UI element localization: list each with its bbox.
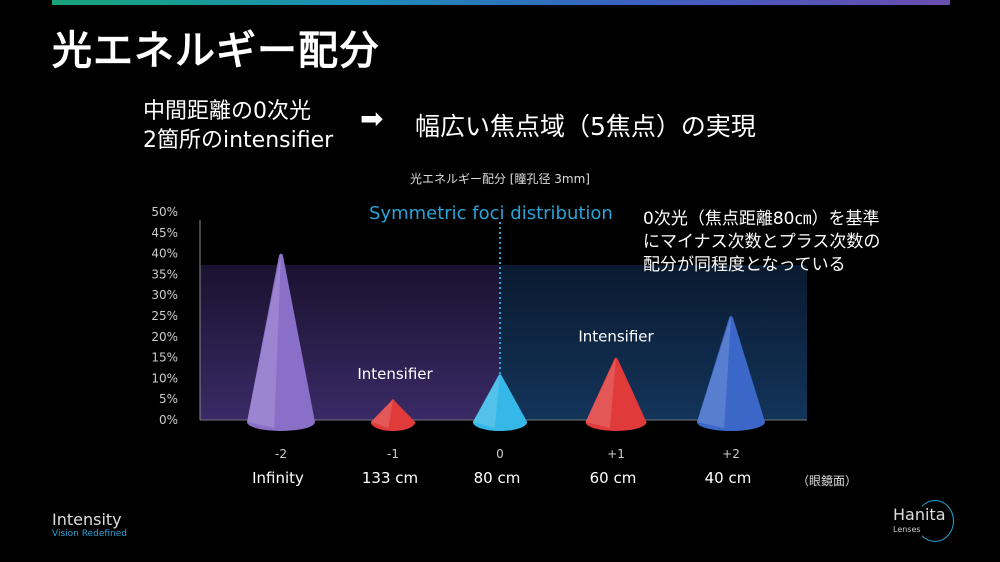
- chart-title: 光エネルギー配分 [瞳孔径 3mm]: [409, 172, 590, 186]
- background-left: [200, 265, 500, 420]
- bar-cone-highlight: [697, 316, 731, 428]
- y-tick-label: 5%: [159, 392, 178, 406]
- eye-label: （眼鏡面）: [797, 474, 858, 488]
- bar-cone: [472, 374, 528, 431]
- bar-cone: [370, 399, 416, 431]
- hanita-logo: Hanita: [893, 505, 946, 524]
- bar-cone: [585, 357, 647, 431]
- x-tick-label: 0: [496, 447, 504, 461]
- x-tick-label: -1: [387, 447, 399, 461]
- note-line: にマイナス次数とプラス次数の: [643, 232, 881, 252]
- bar-cone-highlight: [472, 374, 500, 428]
- top-accent-bar: [52, 0, 950, 5]
- subtitle-left: 中間距離の0次光 2箇所のintensifier: [143, 97, 333, 155]
- x-tick-label: +1: [607, 447, 625, 461]
- y-tick-label: 10%: [151, 371, 178, 385]
- distance-label: 80 cm: [474, 469, 521, 487]
- y-tick-label: 50%: [151, 205, 178, 219]
- x-tick-label: -2: [275, 447, 287, 461]
- y-tick-label: 35%: [151, 267, 178, 281]
- intensity-logo: Intensity: [52, 510, 122, 529]
- note-text: 0次光（焦点距離80㎝）を基準 にマイナス次数とプラス次数の 配分が同程度となっ…: [643, 208, 880, 277]
- intensifier-label: Intensifier: [357, 365, 433, 383]
- y-tick-label: 25%: [151, 309, 178, 323]
- y-tick-label: 0%: [159, 413, 178, 427]
- bar-cone-highlight: [585, 357, 616, 428]
- page-title: 光エネルギー配分: [52, 28, 380, 74]
- distance-label: 40 cm: [705, 469, 752, 487]
- bar-cone: [247, 253, 315, 431]
- y-tick-label: 30%: [151, 288, 178, 302]
- note-line: 0次光（焦点距離80㎝）を基準: [643, 209, 880, 229]
- y-tick-label: 45%: [151, 226, 178, 240]
- x-tick-label: +2: [722, 447, 740, 461]
- y-tick-label: 15%: [151, 351, 178, 365]
- subtitle-right: 幅広い焦点域（5焦点）の実現: [415, 112, 756, 141]
- bar-cone: [697, 316, 765, 431]
- y-tick-label: 20%: [151, 330, 178, 344]
- bar-cone-highlight: [370, 399, 393, 428]
- distance-label: Infinity: [252, 469, 304, 487]
- symmetric-annotation: Symmetric foci distribution: [369, 203, 613, 224]
- subtitle-line: 2箇所のintensifier: [143, 128, 334, 153]
- distance-label: 133 cm: [362, 469, 418, 487]
- bar-cone-highlight: [247, 253, 281, 428]
- hanita-tagline: Lenses: [893, 525, 921, 534]
- hanita-logo-ring: [916, 500, 954, 542]
- intensifier-label: Intensifier: [578, 328, 654, 346]
- intensity-tagline: Vision Redefined: [52, 529, 127, 539]
- note-line: 配分が同程度となっている: [643, 255, 846, 275]
- subtitle-line: 中間距離の0次光: [143, 99, 311, 124]
- right-arrow-icon: ➡: [360, 102, 384, 135]
- y-tick-label: 40%: [151, 247, 178, 261]
- distance-label: 60 cm: [590, 469, 637, 487]
